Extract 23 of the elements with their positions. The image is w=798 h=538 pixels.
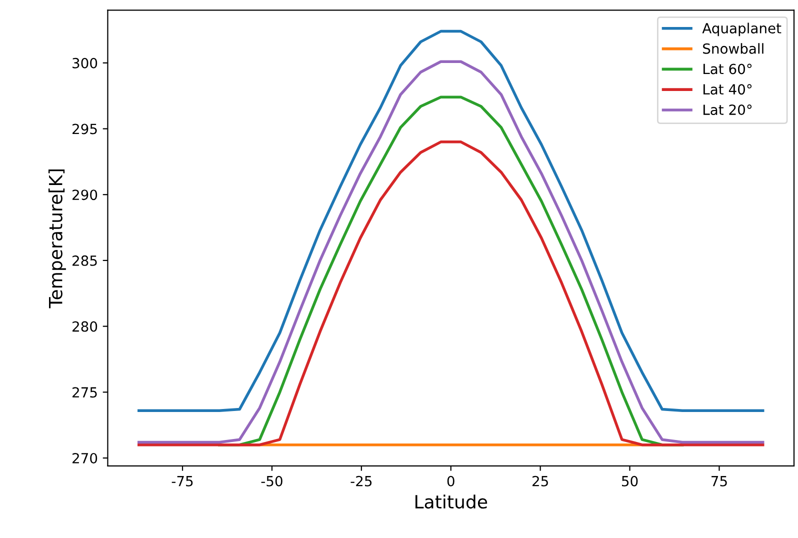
- x-tick-label: 75: [712, 476, 727, 486]
- x-tick-label: -75: [172, 476, 193, 486]
- y-tick-label: 270: [72, 452, 98, 464]
- y-axis-title: Temperature[K]: [48, 169, 66, 308]
- legend-label: Aquaplanet: [702, 22, 782, 36]
- line-series: [138, 60, 764, 444]
- y-tick-label: 285: [72, 255, 97, 266]
- x-tick-label: 50: [622, 476, 638, 486]
- y-tick-label: 295: [72, 124, 97, 134]
- x-tick-label: -25: [350, 476, 372, 486]
- legend-label: Lat 20°: [704, 104, 752, 116]
- x-axis-title: Latitude: [415, 494, 488, 509]
- x-tick-label: 0: [447, 476, 454, 486]
- x-tick-label: 25: [532, 476, 548, 486]
- y-tick-label: 280: [72, 321, 98, 332]
- y-tick-label: 300: [72, 58, 98, 68]
- legend-label: Lat 60°: [704, 64, 752, 74]
- legend-label: Lat 40°: [704, 84, 752, 95]
- y-tick-label: 275: [72, 387, 97, 398]
- y-tick-label: 290: [72, 190, 98, 200]
- legend-label: Snowball: [703, 43, 764, 54]
- x-tick-label: -50: [261, 476, 282, 486]
- line-series: [138, 140, 764, 446]
